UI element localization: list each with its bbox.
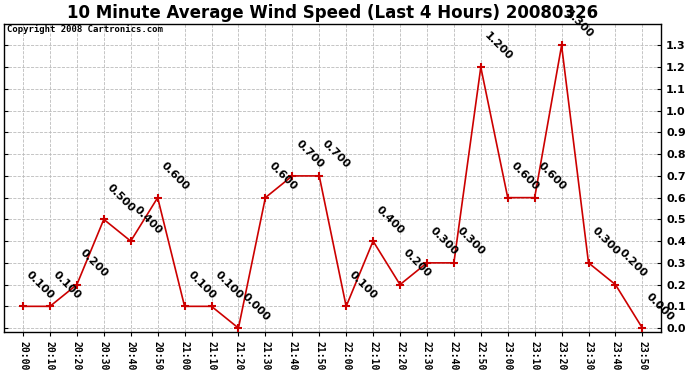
Text: 0.100: 0.100 xyxy=(186,269,217,301)
Text: 0.100: 0.100 xyxy=(348,269,380,301)
Text: 0.300: 0.300 xyxy=(428,226,460,257)
Text: 0.500: 0.500 xyxy=(105,182,137,214)
Text: 0.600: 0.600 xyxy=(509,160,541,192)
Text: 1.300: 1.300 xyxy=(563,8,595,40)
Text: 0.700: 0.700 xyxy=(321,139,353,171)
Text: 0.200: 0.200 xyxy=(402,248,433,279)
Text: 0.600: 0.600 xyxy=(267,160,299,192)
Text: 0.200: 0.200 xyxy=(78,248,110,279)
Text: 0.600: 0.600 xyxy=(536,160,568,192)
Text: 0.200: 0.200 xyxy=(617,248,649,279)
Text: Copyright 2008 Cartronics.com: Copyright 2008 Cartronics.com xyxy=(8,25,164,34)
Text: 0.100: 0.100 xyxy=(51,269,83,301)
Text: 0.000: 0.000 xyxy=(644,291,676,322)
Text: 1.200: 1.200 xyxy=(482,30,514,62)
Text: 0.400: 0.400 xyxy=(132,204,164,236)
Title: 10 Minute Average Wind Speed (Last 4 Hours) 20080326: 10 Minute Average Wind Speed (Last 4 Hou… xyxy=(67,4,598,22)
Text: 0.700: 0.700 xyxy=(294,139,326,171)
Text: 0.300: 0.300 xyxy=(590,226,622,257)
Text: 0.000: 0.000 xyxy=(240,291,271,322)
Text: 0.300: 0.300 xyxy=(455,226,487,257)
Text: 0.100: 0.100 xyxy=(24,269,56,301)
Text: 0.400: 0.400 xyxy=(375,204,406,236)
Text: 0.600: 0.600 xyxy=(159,160,191,192)
Text: 0.100: 0.100 xyxy=(213,269,244,301)
